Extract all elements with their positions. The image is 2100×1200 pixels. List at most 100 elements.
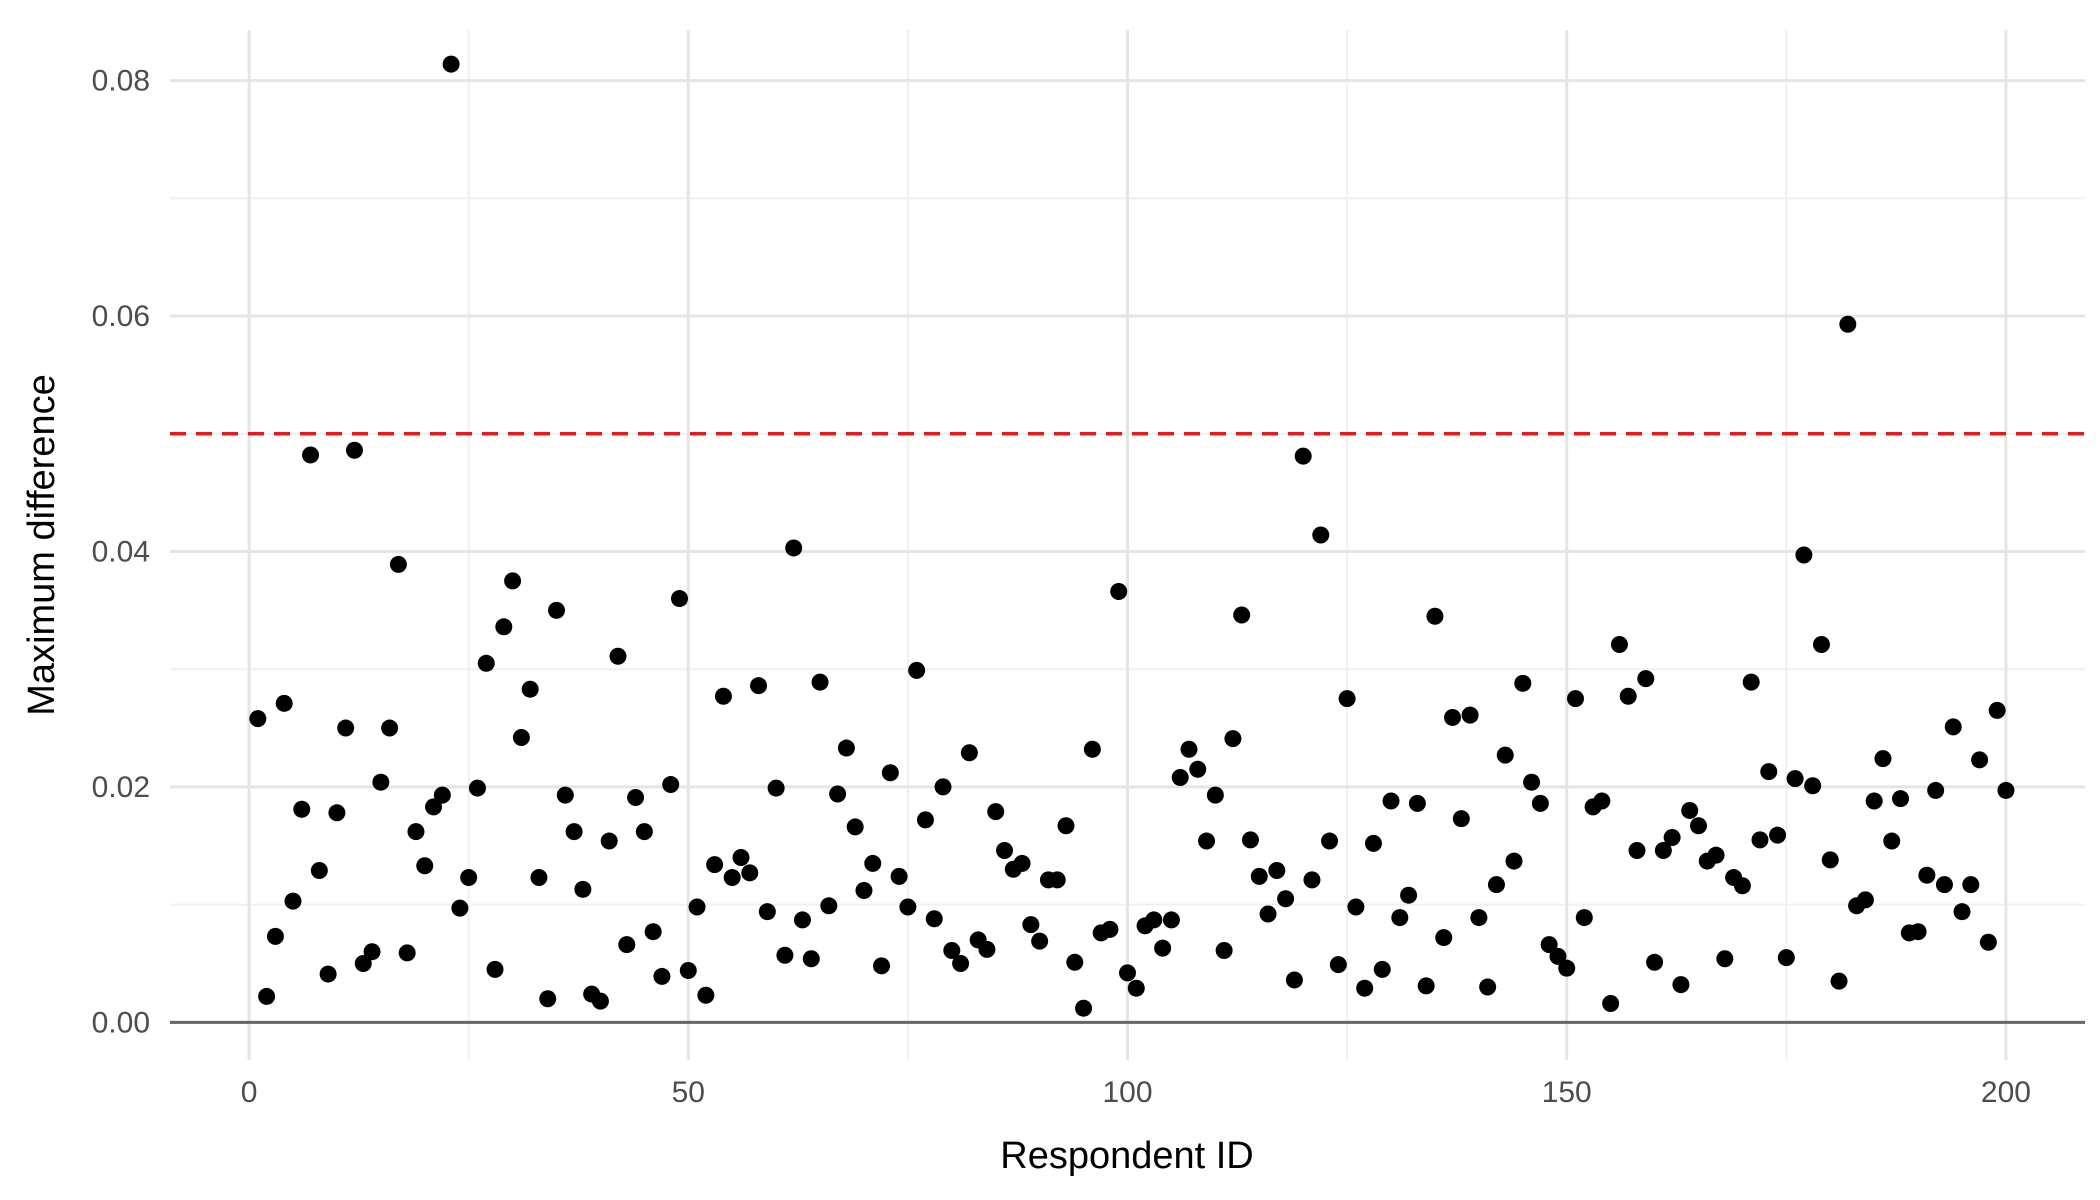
data-point [644,923,662,941]
data-point [1294,447,1312,465]
data-point [1110,582,1128,600]
data-point [1391,909,1409,927]
data-point [714,687,732,705]
data-point [943,942,961,960]
data-point [1681,801,1699,819]
data-point [618,936,636,954]
data-point [670,590,688,608]
data-point [741,864,759,882]
data-point [1206,786,1224,804]
data-point [1988,701,2006,719]
data-point [442,55,460,73]
data-point [1224,730,1242,748]
data-point [389,555,407,573]
data-point [1707,846,1725,864]
data-point [1839,315,1857,333]
data-point [556,786,574,804]
data-point [1935,876,1953,894]
data-point [416,857,434,875]
data-point [1909,923,1927,941]
data-point [1408,794,1426,812]
data-point [1241,831,1259,849]
data-point [1786,770,1804,788]
data-point [1127,979,1145,997]
data-point [1795,546,1813,564]
data-point [1769,826,1787,844]
data-point [345,441,363,459]
data-point [468,779,486,797]
data-point [591,992,609,1010]
data-point [1162,911,1180,929]
data-point [1075,999,1093,1017]
data-point [1602,994,1620,1012]
data-point [372,773,390,791]
data-point [1821,851,1839,869]
data-point [996,841,1014,859]
data-point [1250,867,1268,885]
x-tick-label: 50 [672,1076,705,1109]
data-point [1865,792,1883,810]
data-point [293,800,311,818]
data-point [1452,810,1470,828]
data-point [1321,832,1339,850]
data-point [1760,763,1778,781]
data-point [679,962,697,980]
data-point [1048,871,1066,889]
data-point [1558,959,1576,977]
data-point [1470,909,1488,927]
data-point [1883,832,1901,850]
data-point [864,854,882,872]
data-point [1751,831,1769,849]
data-point [1892,790,1910,808]
y-tick-label: 0.02 [92,771,150,804]
data-point [1356,979,1374,997]
data-point [284,892,302,910]
data-point [1953,903,1971,921]
y-tick-label: 0.04 [92,535,150,568]
data-point [1417,977,1435,995]
data-point [1716,950,1734,968]
data-point [328,804,346,822]
data-point [1347,898,1365,916]
data-point [1496,746,1514,764]
data-point [1329,956,1347,974]
data-point [758,903,776,921]
data-point [1312,526,1330,544]
data-point [1654,841,1672,859]
x-axis-tick-labels: 0 50 100 150 200 [241,1076,2031,1109]
data-point [1400,886,1418,904]
data-point [723,869,741,887]
data-point [1549,947,1567,965]
data-point [521,680,539,698]
data-point [302,446,320,464]
data-point [1971,751,1989,769]
data-point [425,798,443,816]
data-point [1874,750,1892,768]
data-point [1997,781,2015,799]
data-point [354,954,372,972]
data-point [1523,773,1541,791]
data-point [890,867,908,885]
data-point [539,990,557,1008]
data-point [1101,920,1119,938]
data-point [1426,607,1444,625]
data-point [1742,673,1760,691]
data-point [1066,953,1084,971]
data-point [1364,834,1382,852]
data-point [837,739,855,757]
data-point [846,818,864,836]
data-point [1733,877,1751,895]
data-point [530,869,548,887]
data-point [1083,740,1101,758]
data-point [829,785,847,803]
data-point [1619,687,1637,705]
data-point [1962,876,1980,894]
data-point [1013,854,1031,872]
data-point [433,786,451,804]
data-point [1567,690,1585,708]
x-tick-label: 200 [1981,1076,2031,1109]
data-point [1663,829,1681,847]
data-point [1189,760,1207,778]
data-point [767,779,785,797]
data-point [381,719,399,737]
